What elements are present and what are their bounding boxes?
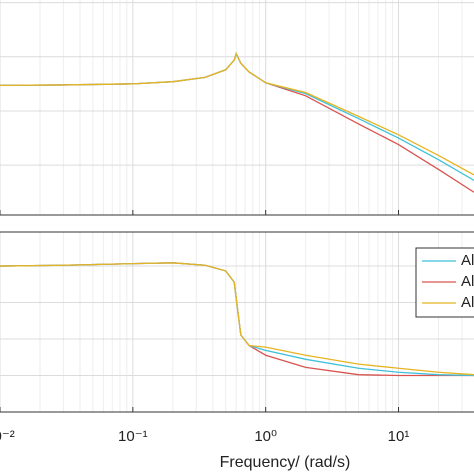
x-tick-label: 10¹ <box>388 428 410 445</box>
legend-label: Al <box>461 252 474 269</box>
series-line <box>0 51 474 176</box>
x-tick-label: 10⁻¹ <box>118 428 148 445</box>
legend-label: Al <box>461 273 474 290</box>
series-line <box>0 262 474 376</box>
plot-frame <box>0 214 474 216</box>
x-tick-label: 10⁻² <box>0 428 15 445</box>
x-tick-label: 10⁰ <box>254 428 277 445</box>
plot-area <box>0 232 474 412</box>
plot-frame <box>0 231 474 413</box>
plot-area <box>0 0 474 215</box>
x-axis-label: Frequency/ (rad/s) <box>220 454 351 471</box>
legend-label: Al <box>461 294 474 311</box>
